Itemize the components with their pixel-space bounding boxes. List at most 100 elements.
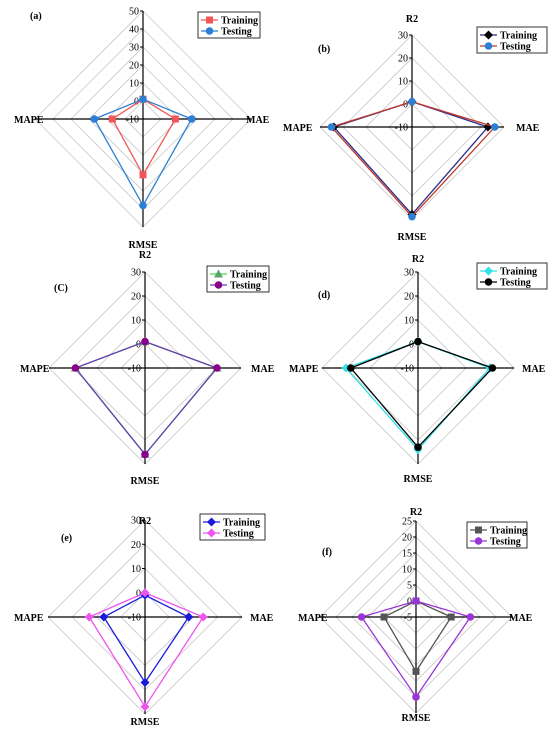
axis-title-bottom: RMSE (131, 476, 160, 487)
data-point-testing (327, 123, 336, 131)
legend-marker (214, 269, 223, 278)
data-point-testing (141, 337, 149, 346)
legend-marker (484, 42, 493, 50)
axis-title-right: MAE (251, 364, 275, 375)
legend-marker (475, 526, 482, 534)
legend-label: Testing (500, 42, 531, 53)
axis-title-left: MAPE (283, 123, 313, 134)
tick-label: 10 (398, 77, 408, 88)
data-point-training (447, 613, 455, 621)
tick-label: 15 (402, 549, 412, 560)
tick-label: 30 (404, 268, 414, 279)
legend-marker (205, 27, 214, 35)
data-point-testing (198, 612, 208, 622)
tick-label: 30 (131, 268, 141, 279)
legend-marker (214, 281, 223, 289)
tick-label: 10 (129, 79, 139, 90)
legend-marker (484, 278, 493, 286)
data-point-testing (139, 201, 147, 210)
axis-title-bottom: RMSE (402, 713, 431, 724)
data-point-testing (213, 364, 221, 372)
data-point-training (99, 612, 109, 622)
data-point-testing (414, 337, 422, 346)
data-point-training (171, 115, 179, 123)
tick-label: 10 (404, 316, 414, 327)
legend-label: Training (500, 267, 537, 278)
axis-title-bottom: RMSE (404, 474, 433, 485)
data-point-testing (139, 95, 147, 103)
data-point-testing (408, 212, 416, 221)
tick-label: -10 (126, 115, 139, 126)
axis-title-top: R2 (412, 254, 424, 265)
axis-title-right: MAE (522, 364, 546, 375)
legend-label: Training (490, 526, 527, 537)
axis-title-bottom: RMSE (398, 232, 427, 243)
axis-title-right: MAE (250, 613, 274, 624)
axis-title-top: R2 (139, 516, 151, 527)
tick-label: -10 (128, 613, 141, 624)
axis-title-left: MAPE (20, 364, 50, 375)
axis-title-right: MAE (246, 115, 270, 126)
data-point-testing (187, 115, 196, 123)
legend-marker (206, 16, 213, 24)
data-point-training (139, 171, 147, 179)
series-line-training (74, 340, 219, 456)
axis-title-left: MAPE (298, 613, 328, 624)
tick-label: 20 (398, 54, 408, 65)
axis-title-bottom: RMSE (131, 717, 160, 728)
tick-label: 30 (131, 516, 141, 527)
data-point-testing (466, 613, 475, 621)
tick-label: -10 (128, 364, 141, 375)
tick-label: 0 (403, 100, 408, 111)
axis-title-top: R2 (139, 250, 151, 261)
data-point-training (380, 613, 388, 621)
tick-label: 0 (407, 597, 412, 608)
legend-label: Testing (230, 281, 261, 292)
data-point-testing (140, 588, 150, 598)
data-point-testing (491, 123, 499, 131)
data-point-testing (141, 450, 149, 459)
data-point-testing (90, 115, 99, 123)
legend-label: Training (500, 31, 537, 42)
tick-label: 20 (129, 61, 139, 72)
data-point-training (412, 667, 420, 675)
axis-title-top: R2 (406, 14, 418, 25)
radar-panel-3: -10 0 10 20 30 R2 MAE MAPE RMSE (C) TrainingTestin… (20, 250, 275, 487)
axis-title-bottom: RMSE (129, 240, 158, 251)
data-point-testing (412, 693, 420, 701)
legend-label: Training (223, 518, 260, 529)
tick-label: 25 (402, 517, 412, 528)
legend-marker (484, 266, 493, 276)
legend-label: Training (221, 16, 258, 27)
legend-label: Testing (221, 27, 252, 38)
series-line-testing (330, 101, 496, 218)
tick-label: 50 (129, 7, 139, 18)
legend-marker (484, 30, 493, 40)
radar-panel-2: -10 0 10 20 30 R2 MAE MAPE RMSE (b) TrainingTestin… (283, 14, 548, 243)
tick-label: 20 (404, 292, 414, 303)
data-point-testing (357, 613, 366, 621)
panel-label: (e) (61, 533, 72, 544)
tick-label: 10 (131, 564, 141, 575)
axis-title-top: R2 (410, 507, 422, 518)
tick-label: 20 (131, 540, 141, 551)
data-point-training (184, 612, 194, 622)
tick-label: 20 (131, 292, 141, 303)
tick-label: 40 (129, 25, 139, 36)
data-point-testing (347, 364, 355, 372)
legend-label: Testing (490, 537, 521, 548)
radar-panel-4: -10 0 10 20 30 R2 MAE MAPE RMSE (d) TrainingTestin… (289, 254, 548, 485)
axis-title-left: MAPE (14, 613, 44, 624)
tick-label: 0 (136, 340, 141, 351)
legend-marker (207, 517, 216, 527)
tick-label: 0 (136, 588, 141, 599)
data-point-testing (412, 597, 420, 605)
tick-label: 20 (402, 533, 412, 544)
